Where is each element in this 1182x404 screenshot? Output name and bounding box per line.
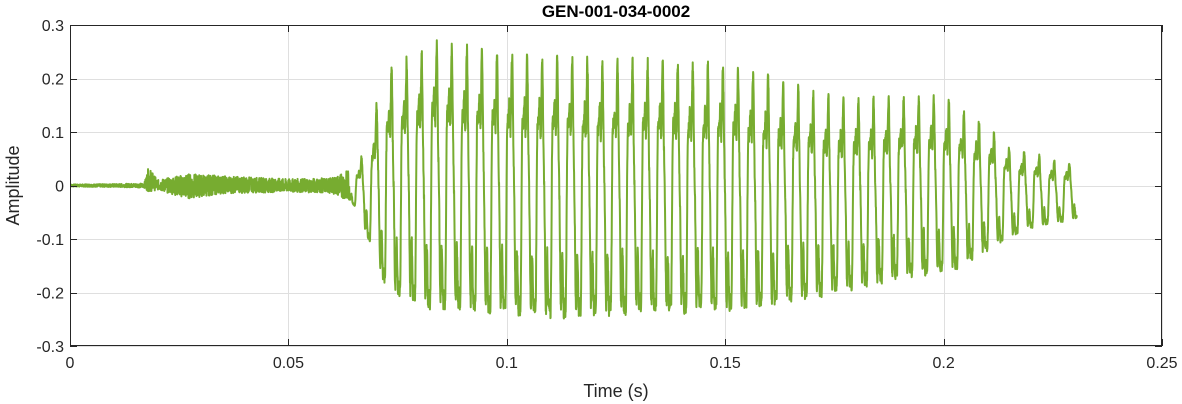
y-tick-label: 0.3	[42, 18, 64, 35]
axes-box	[70, 25, 1162, 346]
x-tick-label: 0.2	[932, 355, 954, 372]
waveform-series-line	[70, 39, 1078, 320]
x-tick-label: 0.05	[273, 355, 304, 372]
x-tick-label: 0.25	[1146, 355, 1177, 372]
y-tick-label: -0.1	[36, 232, 64, 249]
x-tick-labels: 0 0.05 0.1 0.15 0.2 0.25	[66, 355, 1178, 372]
x-tick-label: 0.1	[496, 355, 518, 372]
x-tick-label: 0	[66, 355, 75, 372]
axis-ticks	[70, 25, 1163, 347]
x-axis-label: Time (s)	[583, 381, 648, 401]
series-layer	[70, 39, 1078, 320]
y-tick-label: -0.3	[36, 339, 64, 356]
y-tick-label: -0.2	[36, 286, 64, 303]
y-tick-labels: -0.3 -0.2 -0.1 0 0.1 0.2 0.3	[36, 18, 64, 356]
y-tick-label: 0.1	[42, 125, 64, 142]
chart-title: GEN-001-034-0002	[542, 2, 690, 21]
y-tick-label: 0	[55, 179, 64, 196]
y-tick-label: 0.2	[42, 72, 64, 89]
y-axis-label: Amplitude	[3, 145, 23, 225]
x-tick-label: 0.15	[710, 355, 741, 372]
